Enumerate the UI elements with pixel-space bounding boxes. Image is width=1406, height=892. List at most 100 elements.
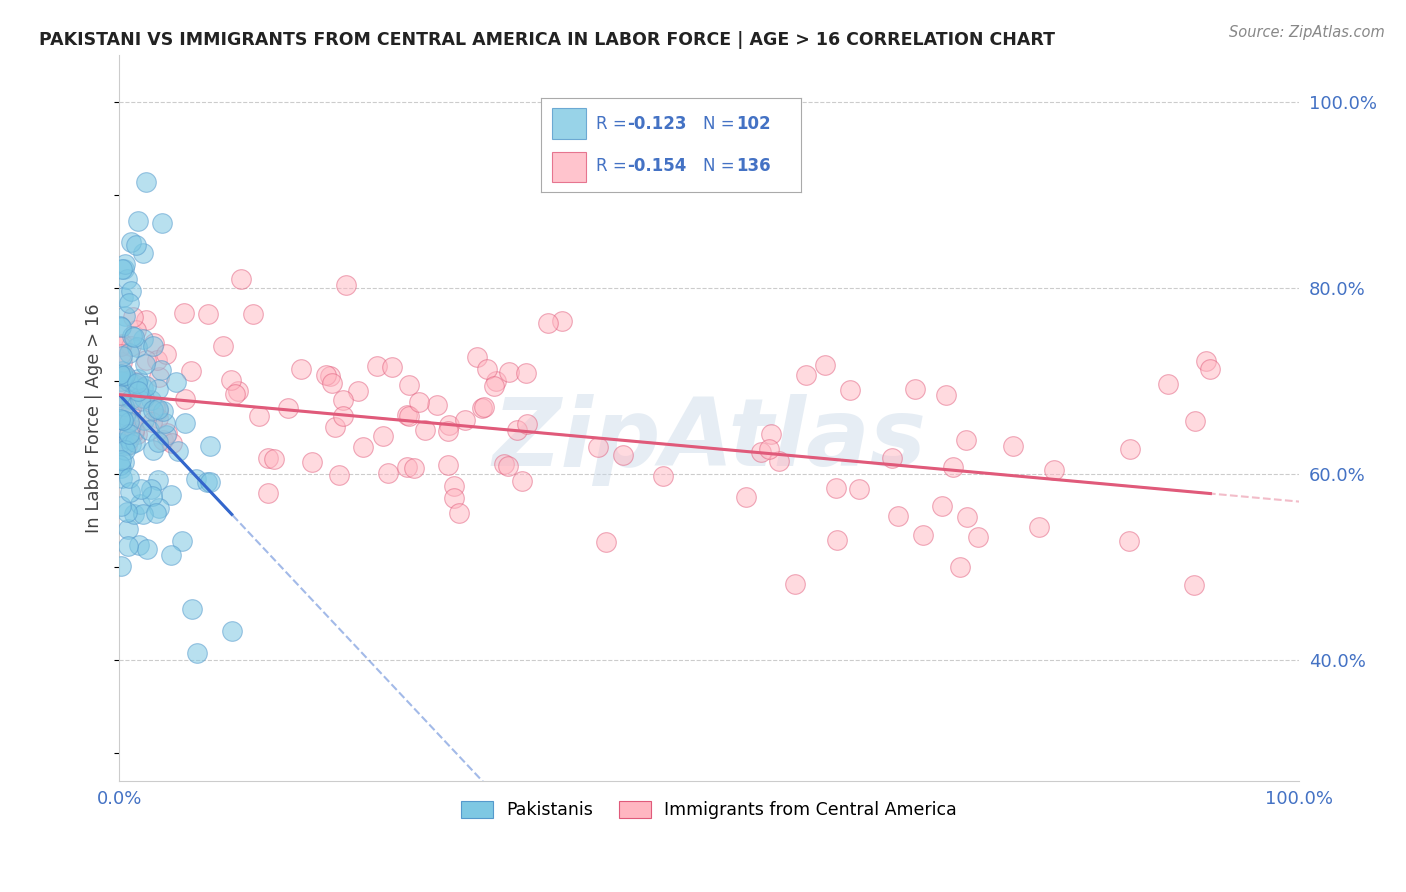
Point — [124, 375, 146, 389]
Point — [128, 392, 150, 407]
Point — [160, 487, 183, 501]
Point — [139, 482, 162, 496]
Text: -0.154: -0.154 — [627, 158, 686, 176]
Point — [398, 409, 420, 424]
Point — [506, 423, 529, 437]
Point — [118, 346, 141, 360]
Point — [135, 353, 157, 368]
Point — [186, 647, 208, 661]
Point — [110, 388, 132, 402]
Point — [148, 369, 170, 384]
Point — [467, 350, 489, 364]
Point — [1199, 362, 1222, 376]
Point — [290, 362, 312, 376]
Point — [1001, 439, 1024, 453]
Point — [652, 468, 675, 483]
Point — [125, 340, 148, 354]
Legend: Pakistanis, Immigrants from Central America: Pakistanis, Immigrants from Central Amer… — [454, 794, 965, 826]
Point — [1028, 520, 1050, 534]
Point — [118, 408, 141, 422]
Point — [112, 389, 135, 403]
Point — [120, 437, 142, 451]
Point — [138, 423, 160, 437]
Point — [145, 353, 167, 368]
Point — [156, 425, 179, 440]
Point — [904, 383, 927, 397]
Point — [956, 509, 979, 524]
Point — [242, 307, 264, 321]
Point — [955, 434, 977, 448]
Point — [110, 346, 132, 360]
Point — [121, 417, 143, 432]
Point — [127, 384, 149, 398]
Point — [146, 402, 169, 417]
Point — [332, 393, 354, 408]
Point — [595, 535, 617, 549]
Point — [173, 306, 195, 320]
Point — [453, 413, 475, 427]
Point — [120, 401, 142, 415]
Point — [111, 336, 134, 351]
Point — [173, 392, 195, 407]
Point — [181, 602, 204, 616]
Point — [146, 435, 169, 450]
Point — [352, 441, 374, 455]
Point — [111, 371, 134, 385]
Point — [112, 400, 135, 414]
Point — [160, 435, 183, 450]
Point — [482, 378, 505, 392]
Point — [141, 392, 163, 407]
Point — [263, 451, 285, 466]
Point — [510, 474, 533, 488]
Point — [112, 438, 135, 452]
Point — [319, 369, 342, 384]
Point — [496, 459, 519, 474]
Point — [132, 391, 155, 405]
Point — [120, 392, 142, 407]
Point — [110, 435, 132, 450]
Point — [114, 369, 136, 384]
Point — [485, 374, 508, 388]
Point — [221, 624, 243, 638]
Point — [120, 285, 142, 299]
Point — [768, 454, 790, 468]
Point — [146, 410, 169, 425]
Point — [321, 376, 343, 390]
Point — [118, 432, 141, 446]
Text: N =: N = — [703, 115, 740, 133]
Point — [143, 401, 166, 415]
Point — [825, 481, 848, 495]
Point — [122, 377, 145, 392]
Point — [472, 400, 495, 414]
Point — [396, 408, 419, 422]
Point — [112, 261, 135, 276]
Point — [118, 375, 141, 389]
Point — [814, 358, 837, 372]
Point — [141, 489, 163, 503]
Point — [122, 423, 145, 437]
Text: ZipAtlas: ZipAtlas — [492, 393, 927, 485]
Point — [498, 366, 520, 380]
Point — [129, 391, 152, 405]
Point — [110, 338, 132, 352]
Point — [224, 387, 246, 401]
Point — [153, 417, 176, 431]
Point — [332, 409, 354, 423]
Point — [135, 313, 157, 327]
Point — [426, 398, 449, 412]
Point — [366, 359, 388, 373]
Point — [437, 458, 460, 473]
Point — [155, 347, 177, 361]
Point — [110, 417, 132, 432]
Point — [118, 427, 141, 442]
Point — [124, 434, 146, 449]
Point — [142, 403, 165, 417]
Point — [122, 425, 145, 439]
Point — [408, 395, 430, 409]
Point — [211, 339, 233, 353]
Point — [887, 509, 910, 524]
Point — [118, 415, 141, 429]
Point — [125, 376, 148, 391]
Point — [935, 388, 957, 402]
Point — [152, 403, 174, 417]
